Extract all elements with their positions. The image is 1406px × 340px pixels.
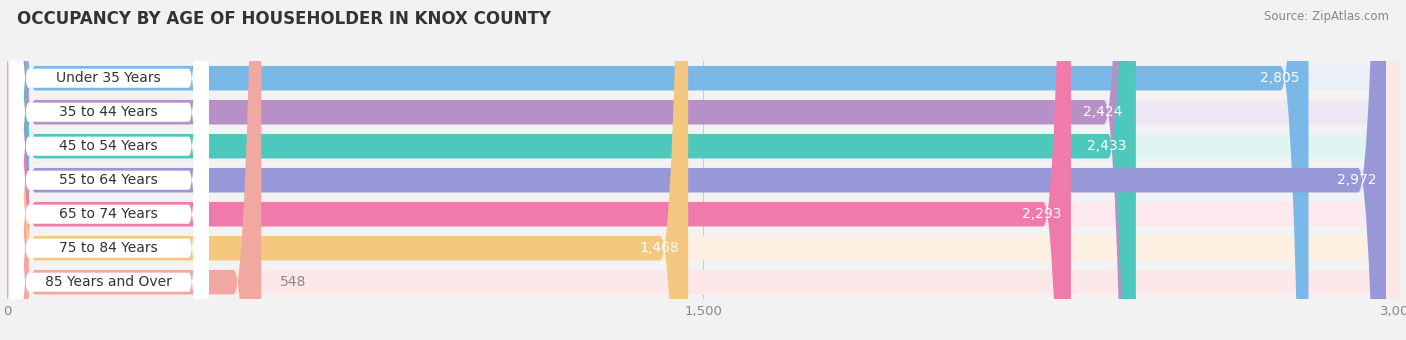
Text: Under 35 Years: Under 35 Years [56, 71, 162, 85]
FancyBboxPatch shape [7, 0, 1399, 340]
Text: 65 to 74 Years: 65 to 74 Years [59, 207, 157, 221]
FancyBboxPatch shape [8, 0, 208, 340]
Text: 548: 548 [280, 275, 307, 289]
FancyBboxPatch shape [7, 0, 688, 340]
FancyBboxPatch shape [7, 0, 1399, 340]
FancyBboxPatch shape [7, 0, 1071, 340]
FancyBboxPatch shape [7, 0, 1399, 340]
Text: Source: ZipAtlas.com: Source: ZipAtlas.com [1264, 10, 1389, 23]
FancyBboxPatch shape [7, 0, 1386, 340]
FancyBboxPatch shape [8, 0, 208, 340]
FancyBboxPatch shape [7, 0, 1399, 340]
FancyBboxPatch shape [8, 0, 208, 340]
Text: 45 to 54 Years: 45 to 54 Years [59, 139, 157, 153]
FancyBboxPatch shape [8, 0, 208, 340]
Text: 2,293: 2,293 [1022, 207, 1062, 221]
FancyBboxPatch shape [7, 0, 1399, 340]
FancyBboxPatch shape [7, 0, 1136, 340]
Text: 75 to 84 Years: 75 to 84 Years [59, 241, 157, 255]
FancyBboxPatch shape [7, 0, 1309, 340]
Text: 85 Years and Over: 85 Years and Over [45, 275, 172, 289]
FancyBboxPatch shape [7, 0, 262, 340]
Text: OCCUPANCY BY AGE OF HOUSEHOLDER IN KNOX COUNTY: OCCUPANCY BY AGE OF HOUSEHOLDER IN KNOX … [17, 10, 551, 28]
Text: 2,424: 2,424 [1083, 105, 1122, 119]
Text: 1,468: 1,468 [640, 241, 679, 255]
Text: 2,433: 2,433 [1087, 139, 1126, 153]
Text: 2,972: 2,972 [1337, 173, 1376, 187]
Text: 35 to 44 Years: 35 to 44 Years [59, 105, 157, 119]
FancyBboxPatch shape [7, 0, 1399, 340]
FancyBboxPatch shape [7, 0, 1399, 340]
FancyBboxPatch shape [7, 0, 1132, 340]
Text: 55 to 64 Years: 55 to 64 Years [59, 173, 157, 187]
Text: 2,805: 2,805 [1260, 71, 1299, 85]
FancyBboxPatch shape [8, 0, 208, 340]
FancyBboxPatch shape [8, 0, 208, 340]
FancyBboxPatch shape [8, 0, 208, 340]
